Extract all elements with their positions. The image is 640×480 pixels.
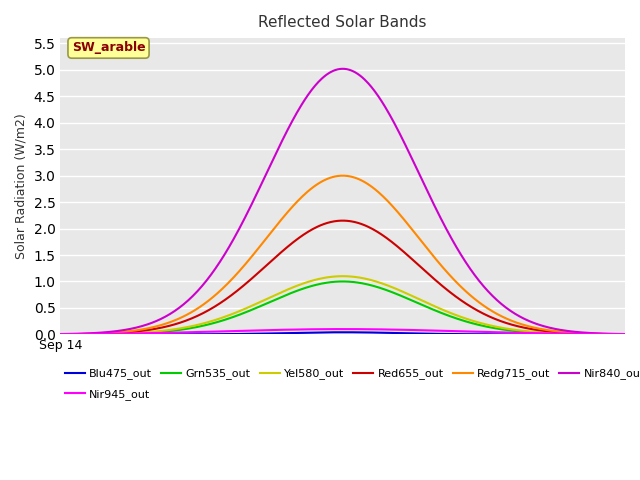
Line: Grn535_out: Grn535_out [60, 281, 625, 335]
Text: SW_arable: SW_arable [72, 41, 145, 54]
Grn535_out [56, 332, 64, 337]
Nir840_out [324, 71, 332, 76]
Yel580_out [324, 274, 332, 280]
Redg715_out [609, 331, 616, 337]
Grn535_out [363, 281, 371, 287]
Red655_out [363, 223, 371, 229]
Red655_out [56, 331, 64, 337]
Redg715_out [363, 180, 371, 186]
Nir840_out [328, 69, 336, 74]
Redg715_out [324, 176, 332, 181]
Nir945_out [394, 327, 401, 333]
Nir840_out [56, 331, 64, 337]
Nir945_out [339, 326, 346, 332]
Blu475_out [520, 332, 528, 337]
Red655_out [328, 219, 336, 225]
Yel580_out [328, 274, 336, 280]
Nir840_out [363, 79, 371, 85]
Yel580_out [621, 332, 629, 337]
Blu475_out [56, 332, 64, 337]
Nir840_out [621, 331, 629, 337]
Redg715_out [339, 173, 346, 179]
Grn535_out [621, 332, 629, 337]
Blu475_out [324, 329, 332, 335]
Nir945_out [324, 326, 332, 332]
Yel580_out [394, 287, 401, 292]
Redg715_out [394, 209, 401, 215]
Grn535_out [328, 279, 336, 285]
Redg715_out [328, 174, 336, 180]
Yel580_out [363, 276, 371, 282]
Grn535_out [394, 291, 401, 297]
Nir945_out [621, 331, 629, 337]
Red655_out [394, 244, 401, 250]
Grn535_out [324, 279, 332, 285]
Line: Blu475_out: Blu475_out [60, 332, 625, 335]
Redg715_out [56, 331, 64, 337]
Nir945_out [520, 330, 528, 336]
Line: Red655_out: Red655_out [60, 221, 625, 334]
Nir945_out [363, 326, 371, 332]
Blu475_out [394, 330, 401, 336]
Nir945_out [328, 326, 336, 332]
Nir840_out [520, 316, 528, 322]
Grn535_out [520, 329, 528, 335]
Nir840_out [609, 331, 616, 337]
Yel580_out [339, 273, 346, 279]
Yel580_out [520, 328, 528, 334]
Red655_out [609, 331, 616, 337]
Nir840_out [394, 127, 401, 132]
Blu475_out [363, 330, 371, 336]
Red655_out [621, 331, 629, 337]
Nir945_out [609, 331, 616, 337]
Blu475_out [328, 329, 336, 335]
Blu475_out [621, 332, 629, 337]
Nir840_out [339, 66, 346, 72]
Yel580_out [609, 331, 616, 337]
Redg715_out [621, 331, 629, 337]
Yel580_out [56, 332, 64, 337]
Redg715_out [520, 322, 528, 328]
Legend: Nir945_out: Nir945_out [60, 385, 155, 405]
Line: Redg715_out: Redg715_out [60, 176, 625, 334]
Title: Reflected Solar Bands: Reflected Solar Bands [259, 15, 427, 30]
Grn535_out [339, 278, 346, 284]
Red655_out [339, 218, 346, 224]
Blu475_out [609, 332, 616, 337]
Nir945_out [56, 331, 64, 337]
Line: Nir945_out: Nir945_out [60, 329, 625, 334]
Y-axis label: Solar Radiation (W/m2): Solar Radiation (W/m2) [15, 113, 28, 259]
Line: Nir840_out: Nir840_out [60, 69, 625, 334]
Blu475_out [339, 329, 346, 335]
Line: Yel580_out: Yel580_out [60, 276, 625, 335]
Red655_out [324, 220, 332, 226]
Grn535_out [609, 332, 616, 337]
Red655_out [520, 325, 528, 331]
